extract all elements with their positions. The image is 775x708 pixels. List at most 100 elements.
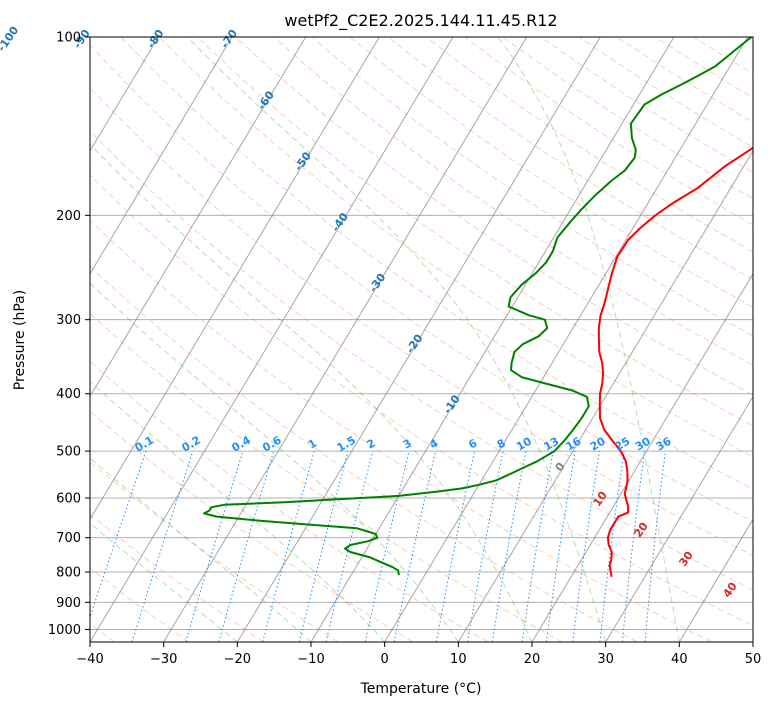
isotherm-line — [236, 37, 601, 642]
dry-adiabat — [90, 360, 488, 642]
isotherm-line — [384, 37, 749, 642]
mixing-ratio-line — [218, 450, 275, 642]
moist-adiabat — [90, 282, 459, 642]
moist-adiabat — [90, 522, 238, 642]
y-tick-label: 800 — [56, 566, 81, 581]
isotherm-line — [678, 518, 753, 642]
x-tick-label: −30 — [150, 652, 177, 667]
mixing-ratio-label: 6 — [466, 436, 479, 451]
dry-adiabat — [90, 461, 339, 642]
dry-adiabat — [120, 37, 753, 490]
dry-adiabat — [90, 513, 264, 642]
dry-adiabat — [540, 37, 753, 174]
dry-adiabat — [197, 37, 753, 427]
isotherm-line — [752, 641, 753, 642]
isotherm-label: 40 — [720, 580, 740, 600]
mixing-ratio-line — [131, 450, 194, 642]
dry-adiabat — [426, 37, 753, 253]
dry-adiabat — [235, 37, 753, 396]
sounding-profiles — [203, 37, 753, 577]
line-labels: 0.1 0.2 0.4 0.6 1 1.5 2 3 4 6 8 10 13 16 20 25 30 36-100-… — [0, 24, 740, 600]
y-tick-label: 100 — [56, 31, 81, 46]
y-axis-label: Pressure (hPa) — [12, 290, 28, 390]
moist-adiabat — [90, 143, 533, 642]
x-tick-label: −10 — [297, 652, 324, 667]
x-tick-label: 50 — [745, 652, 762, 667]
isotherm-line — [90, 37, 454, 642]
isotherm-line — [90, 37, 233, 275]
isotherm-line — [90, 37, 307, 398]
isotherm-label: 30 — [676, 549, 696, 569]
mixing-ratio-line — [364, 450, 410, 642]
isotherm-line — [310, 37, 675, 642]
mixing-ratio-line — [572, 451, 600, 642]
dry-adiabat — [616, 37, 753, 123]
mixing-ratio-label: 3 — [401, 437, 414, 452]
y-tick-label: 1000 — [48, 623, 81, 638]
mixing-ratio-line — [298, 450, 349, 642]
isotherm-label: -80 — [144, 27, 166, 51]
mixing-ratio-line — [185, 450, 244, 642]
isotherm-line — [531, 272, 753, 642]
axes: −40 −30 −20 −10 0 10 20 30 40 50 100 200 300 400 500 60… — [48, 31, 761, 668]
background-lines — [0, 37, 753, 642]
isotherm-label: -10 — [441, 392, 463, 416]
isotherm-label: 20 — [631, 520, 651, 540]
isotherm-line — [163, 37, 528, 642]
y-tick-label: 300 — [56, 313, 81, 328]
chart-title: wetPf2_C2E2.2025.144.11.45.R12 — [284, 11, 557, 31]
y-tick-label: 200 — [56, 209, 81, 224]
mixing-ratio-line — [644, 451, 666, 642]
mixing-ratio-line — [621, 451, 646, 642]
x-tick-label: 20 — [524, 652, 541, 667]
x-tick-label: 10 — [450, 652, 467, 667]
y-tick-label: 500 — [56, 445, 81, 460]
moist-adiabat — [90, 381, 386, 642]
isotherm-label: 0 — [553, 460, 568, 474]
isotherm-label: -40 — [329, 210, 351, 234]
mixing-ratio-line — [545, 451, 576, 642]
plot-frame — [89, 36, 754, 643]
dry-adiabat — [158, 37, 753, 458]
isotherm-line — [90, 37, 159, 152]
isotherm-label: -50 — [292, 149, 314, 173]
isotherm-line — [605, 395, 753, 642]
y-tick-label: 400 — [56, 387, 81, 402]
moist-adiabat — [90, 457, 312, 642]
y-tick-label: 600 — [56, 492, 81, 507]
mixing-ratio-line — [325, 450, 374, 642]
dry-adiabat — [349, 37, 753, 308]
dry-adiabat — [90, 174, 753, 627]
x-tick-label: −20 — [224, 652, 251, 667]
dry-adiabat — [90, 265, 638, 642]
dry-adiabat — [655, 37, 753, 99]
isotherm-line — [457, 149, 753, 642]
dry-adiabat — [90, 43, 753, 523]
dry-adiabat — [90, 219, 712, 642]
x-tick-label: −40 — [76, 652, 103, 667]
dewpoint-profile — [203, 37, 752, 576]
mixing-ratio-line — [262, 450, 315, 642]
dry-adiabat — [311, 37, 753, 337]
y-tick-label: 700 — [56, 531, 81, 546]
x-tick-label: 30 — [597, 652, 614, 667]
mixing-ratio-line — [599, 451, 625, 642]
y-tick-label: 900 — [56, 596, 81, 611]
isotherm-line — [0, 37, 11, 642]
isotherm-label: -100 — [0, 24, 22, 54]
isotherm-label: -20 — [404, 332, 426, 356]
temperature-profile — [597, 146, 753, 577]
moist-adiabat — [186, 37, 607, 642]
moist-adiabat — [497, 37, 680, 642]
mixing-ratio-line — [393, 450, 437, 642]
mixing-ratio-line — [521, 451, 554, 642]
isotherm-label: -60 — [255, 88, 277, 112]
isotherm-label: -70 — [218, 27, 240, 51]
mixing-ratio-label: 2 — [365, 437, 378, 452]
isotherm-line — [90, 37, 380, 521]
x-axis-label: Temperature (°C) — [360, 681, 482, 697]
dry-adiabat — [387, 37, 753, 280]
mixing-ratio-label: 4 — [427, 436, 440, 451]
dry-adiabat — [90, 567, 190, 642]
